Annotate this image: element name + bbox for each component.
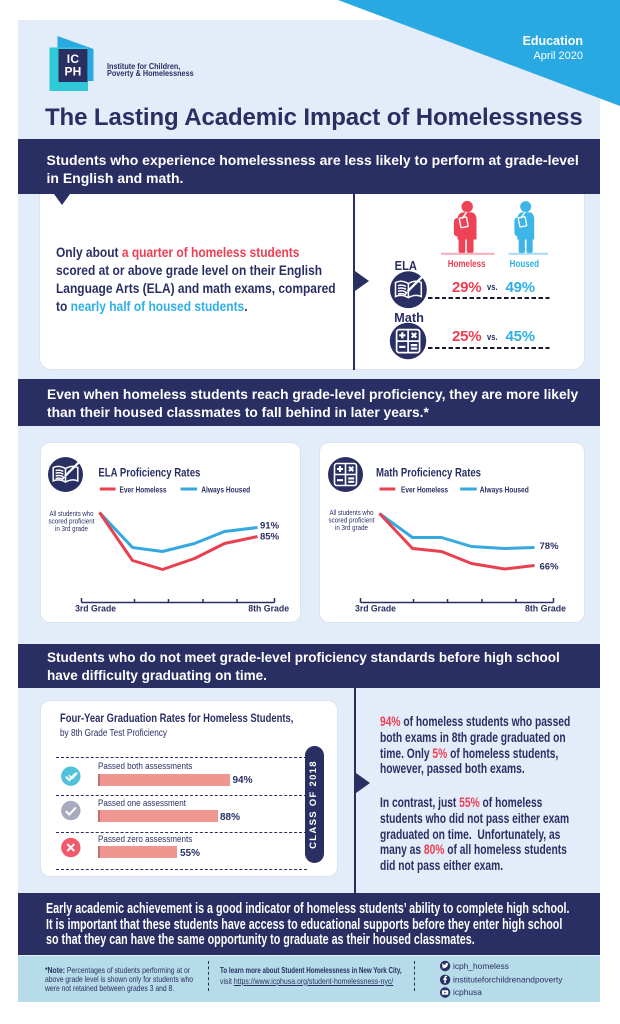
svg-text:All students who: All students who bbox=[329, 508, 373, 517]
svg-text:icphusa: icphusa bbox=[453, 987, 482, 997]
svg-text:in 3rd grade: in 3rd grade bbox=[335, 523, 368, 532]
svg-text:8th Grade: 8th Grade bbox=[525, 603, 566, 613]
svg-text:Ever Homeless: Ever Homeless bbox=[119, 484, 166, 494]
svg-text:78%: 78% bbox=[539, 541, 559, 552]
svg-text:IC: IC bbox=[67, 52, 80, 66]
svg-text:in 3rd grade: in 3rd grade bbox=[55, 524, 88, 533]
svg-text:91%: 91% bbox=[260, 520, 280, 531]
svg-text:scored proficient: scored proficient bbox=[328, 515, 375, 524]
svg-text:Always Housed: Always Housed bbox=[479, 484, 528, 494]
svg-text:instituteforchildrenandpoverty: instituteforchildrenandpoverty bbox=[453, 975, 563, 985]
svg-text:Math Proficiency Rates: Math Proficiency Rates bbox=[376, 467, 481, 479]
svg-text:Ever Homeless: Ever Homeless bbox=[401, 484, 448, 494]
svg-text:85%: 85% bbox=[260, 531, 280, 542]
svg-text:ELA Proficiency Rates: ELA Proficiency Rates bbox=[98, 467, 200, 479]
svg-text:66%: 66% bbox=[539, 561, 559, 572]
svg-text:3rd Grade: 3rd Grade bbox=[355, 603, 396, 613]
svg-text:icph_homeless: icph_homeless bbox=[453, 961, 509, 971]
svg-text:scored proficient: scored proficient bbox=[48, 516, 95, 525]
svg-text:3rd Grade: 3rd Grade bbox=[75, 603, 116, 613]
svg-text:Always Housed: Always Housed bbox=[201, 484, 250, 494]
svg-text:PH: PH bbox=[64, 65, 81, 79]
svg-text:8th Grade: 8th Grade bbox=[248, 603, 289, 613]
svg-text:All students who: All students who bbox=[49, 509, 93, 518]
